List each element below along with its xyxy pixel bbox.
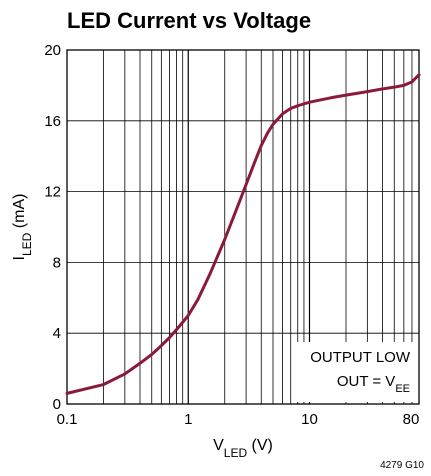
annotation-line2: OUT = VEE bbox=[337, 373, 410, 395]
series-line bbox=[65, 73, 421, 395]
annotation-line1: OUTPUT LOW bbox=[310, 349, 411, 366]
annotation-background bbox=[296, 342, 417, 402]
plot-frame bbox=[66, 49, 420, 405]
x-tick-label: 1 bbox=[184, 411, 192, 428]
annotation-box: OUTPUT LOW OUT = VEE bbox=[296, 342, 417, 402]
y-axis-label-main: I bbox=[11, 256, 28, 260]
annotation-line2-main: OUT = V bbox=[337, 373, 396, 390]
y-tick-label: 4 bbox=[53, 325, 61, 342]
y-tick-label: 12 bbox=[44, 184, 61, 201]
y-axis-label-unit: (mA) bbox=[11, 194, 28, 233]
x-axis-label-sub: LED bbox=[224, 446, 248, 460]
x-tick-label: 0.1 bbox=[57, 411, 78, 428]
x-tick-labels: 0.1 1 10 80 bbox=[57, 411, 420, 428]
x-axis-label: VLED (V) bbox=[213, 437, 273, 460]
y-tick-label: 16 bbox=[44, 113, 61, 130]
x-axis-label-unit: (V) bbox=[247, 437, 273, 454]
y-tick-label: 20 bbox=[44, 42, 61, 59]
annotation-line2-sub: EE bbox=[395, 383, 410, 395]
figure-id: 4279 G10 bbox=[380, 460, 424, 471]
x-axis-label-main: V bbox=[213, 437, 224, 454]
y-tick-label: 8 bbox=[53, 254, 61, 271]
y-axis-label: ILED (mA) bbox=[11, 194, 34, 261]
chart-title: LED Current vs Voltage bbox=[67, 8, 311, 33]
x-tick-label: 10 bbox=[301, 411, 318, 428]
major-grid bbox=[67, 120, 419, 334]
y-tick-labels: 0 4 8 12 16 20 bbox=[44, 42, 61, 413]
x-tick-label: 80 bbox=[403, 411, 420, 428]
y-tick-label: 0 bbox=[53, 396, 61, 413]
y-axis-label-sub: LED bbox=[20, 232, 34, 256]
